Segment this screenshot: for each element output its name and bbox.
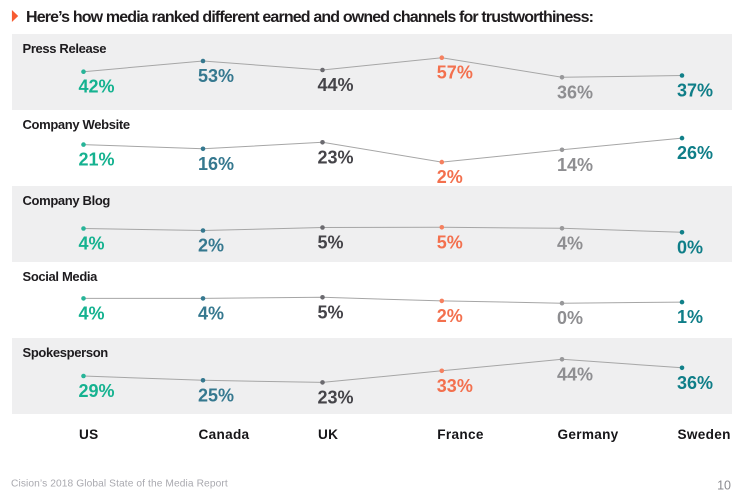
svg-text:53%: 53% (198, 66, 234, 86)
svg-text:5%: 5% (318, 302, 344, 322)
svg-text:5%: 5% (318, 233, 344, 253)
svg-text:Spokesperson: Spokesperson (23, 345, 109, 360)
svg-text:2%: 2% (437, 167, 463, 187)
svg-text:37%: 37% (677, 81, 713, 101)
svg-text:4%: 4% (79, 303, 105, 323)
svg-text:23%: 23% (318, 147, 354, 167)
svg-text:14%: 14% (557, 155, 593, 175)
svg-text:10: 10 (717, 479, 731, 493)
svg-text:57%: 57% (437, 63, 473, 83)
svg-text:44%: 44% (557, 364, 593, 384)
svg-text:36%: 36% (677, 373, 713, 393)
svg-text:4%: 4% (198, 303, 224, 323)
svg-text:16%: 16% (198, 154, 234, 174)
svg-text:25%: 25% (198, 385, 234, 405)
svg-text:1%: 1% (677, 307, 703, 327)
svg-text:5%: 5% (437, 232, 463, 252)
svg-text:Cision’s 2018 Global State of: Cision’s 2018 Global State of the Media … (11, 479, 228, 490)
svg-text:0%: 0% (677, 237, 703, 257)
svg-text:0%: 0% (557, 308, 583, 328)
svg-text:2%: 2% (198, 236, 224, 256)
svg-text:Here’s how media ranked differ: Here’s how media ranked different earned… (26, 9, 593, 26)
svg-text:29%: 29% (79, 381, 115, 401)
svg-text:44%: 44% (318, 75, 354, 95)
svg-text:36%: 36% (557, 82, 593, 102)
svg-text:France: France (437, 427, 484, 442)
svg-text:UK: UK (318, 427, 338, 442)
svg-text:US: US (79, 427, 98, 442)
svg-text:Germany: Germany (558, 427, 619, 442)
svg-text:Canada: Canada (199, 427, 250, 442)
svg-text:21%: 21% (79, 150, 115, 170)
svg-text:26%: 26% (677, 143, 713, 163)
svg-text:42%: 42% (79, 77, 115, 97)
svg-text:4%: 4% (557, 233, 583, 253)
svg-text:Company Blog: Company Blog (23, 193, 111, 208)
svg-text:33%: 33% (437, 376, 473, 396)
svg-text:4%: 4% (79, 234, 105, 254)
svg-text:Press Release: Press Release (23, 41, 107, 56)
svg-text:Sweden: Sweden (678, 427, 731, 442)
svg-text:23%: 23% (318, 387, 354, 407)
svg-text:Company Website: Company Website (23, 117, 130, 132)
svg-text:Social Media: Social Media (23, 269, 99, 284)
svg-text:2%: 2% (437, 306, 463, 326)
